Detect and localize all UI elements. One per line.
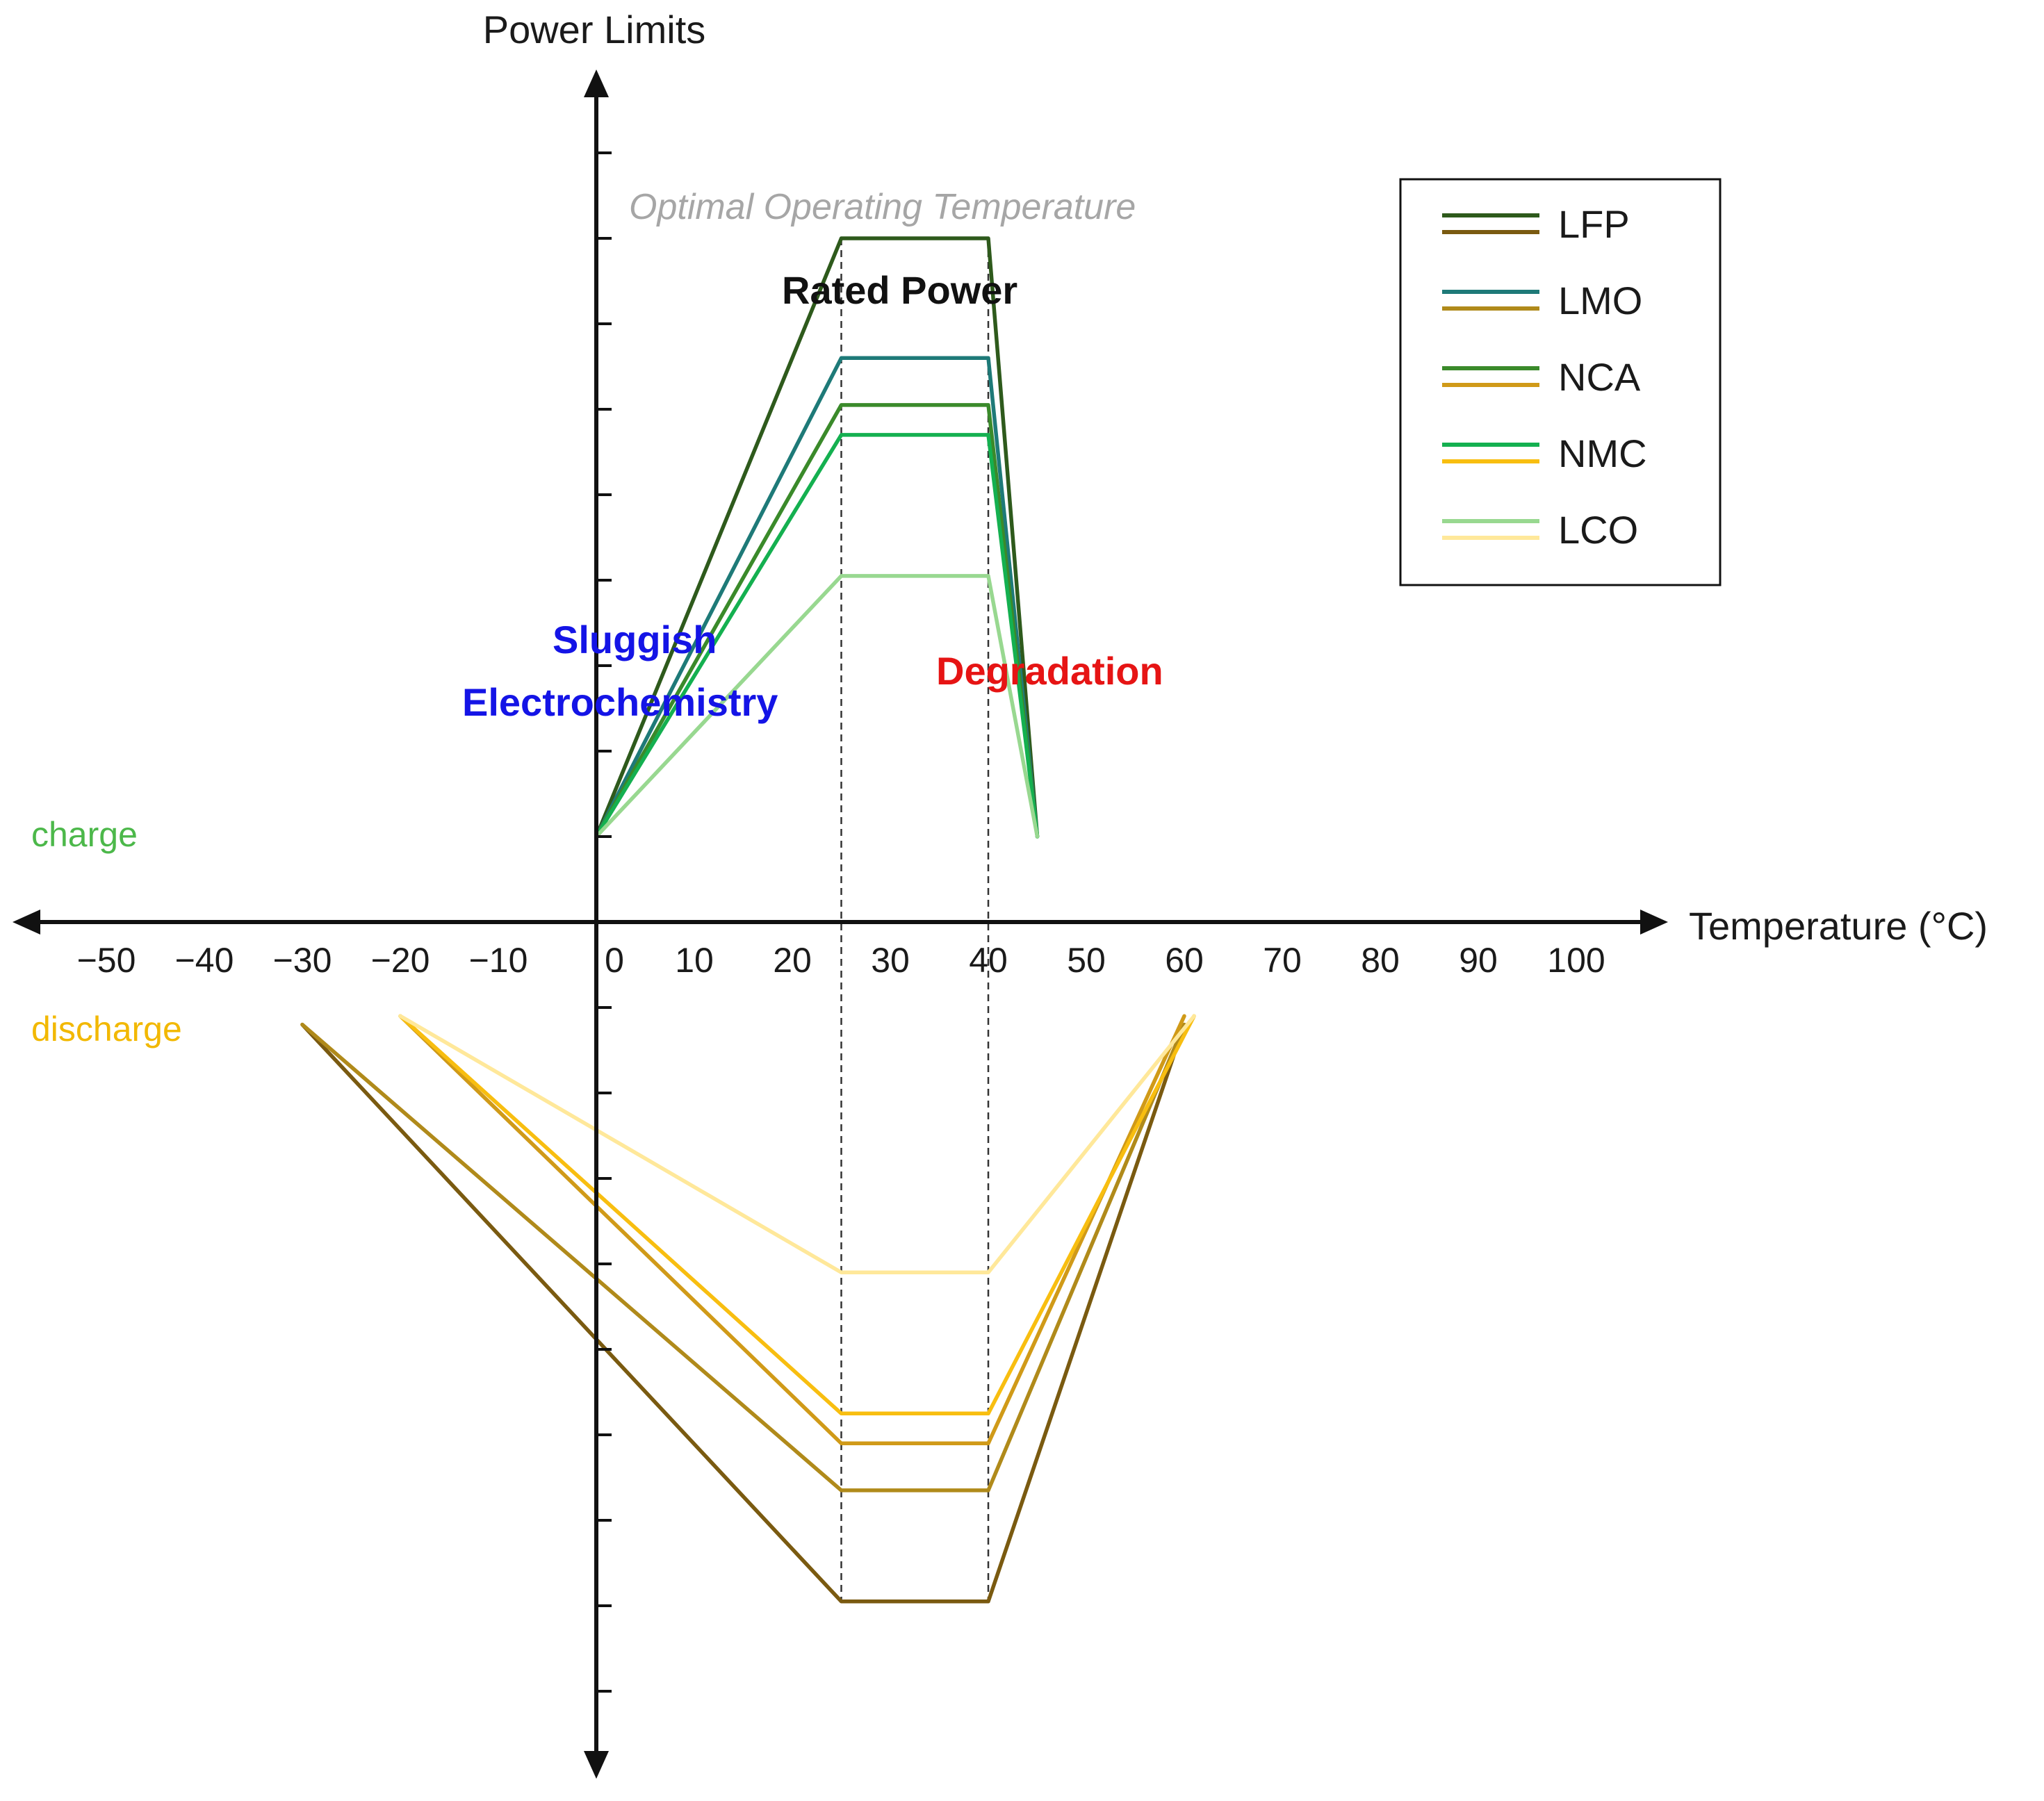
series-line-lco-charge: [594, 574, 1040, 839]
x-axis-arrow-left: [13, 910, 40, 935]
x-tick-label: 60: [1165, 941, 1204, 980]
x-tick-label: −10: [469, 941, 528, 980]
y-axis-arrow-bottom: [584, 1751, 609, 1779]
x-tick-label: 90: [1459, 941, 1498, 980]
series-layer: [300, 236, 1196, 1604]
x-tick-label: −50: [77, 941, 136, 980]
y-axis-arrow-top: [584, 69, 609, 97]
x-tick-label: −20: [371, 941, 430, 980]
x-tick-label: 50: [1067, 941, 1106, 980]
series-line-lfp-discharge: [300, 1022, 1186, 1604]
x-axis-title: Temperature (°C): [1689, 904, 1988, 948]
x-tick-label: 20: [773, 941, 812, 980]
discharge-label: discharge: [31, 1010, 182, 1048]
x-tick-label: 80: [1361, 941, 1400, 980]
x-tick-label: −30: [273, 941, 332, 980]
x-tick-label: 70: [1263, 941, 1302, 980]
series-line-lmo-discharge: [300, 1022, 1186, 1492]
axes: −50 −40 −30 −20 −10 0 10 20 30 40 50 60 70 80 90 100: [13, 69, 1668, 1779]
y-axis-title: Power Limits: [483, 8, 706, 51]
x-tick-label: 0: [605, 941, 624, 980]
legend-label-nca: NCA: [1558, 355, 1641, 399]
x-axis-arrow-right: [1640, 910, 1668, 935]
sluggish-annotation-line1: Sluggish: [553, 618, 717, 661]
optimal-temperature-annotation: Optimal Operating Temperature: [629, 187, 1136, 227]
sluggish-annotation-line2: Electrochemistry: [462, 680, 778, 724]
legend-label-lmo: LMO: [1558, 279, 1642, 322]
x-axis-tick-labels: −50 −40 −30 −20 −10 0 10 20 30 40 50 60 70 80 90 100: [77, 941, 1605, 980]
legend: LFP LMO NCA NMC LCO: [1399, 178, 1722, 586]
x-tick-label: −40: [175, 941, 234, 980]
legend-entries: LFP LMO NCA NMC LCO: [1442, 202, 1647, 552]
legend-label-nmc: NMC: [1558, 431, 1647, 475]
series-line-lmo-charge: [594, 356, 1040, 839]
x-tick-label: 40: [969, 941, 1008, 980]
optimal-range-guides: [840, 238, 990, 1602]
rated-power-annotation: Rated Power: [782, 268, 1017, 312]
charge-label: charge: [31, 815, 138, 854]
y-axis-ticks: [596, 151, 612, 1693]
series-line-nmc-charge: [594, 433, 1040, 839]
legend-label-lfp: LFP: [1558, 202, 1630, 246]
degradation-annotation: Degradation: [936, 649, 1163, 693]
legend-box: [1399, 178, 1722, 586]
series-line-nmc-discharge: [398, 1014, 1196, 1416]
series-line-lco-discharge: [398, 1014, 1196, 1275]
series-line-lfp-charge: [594, 236, 1040, 839]
x-tick-label: 100: [1547, 941, 1605, 980]
series-line-nca-discharge: [398, 1014, 1186, 1446]
x-tick-label: 30: [871, 941, 910, 980]
legend-label-lco: LCO: [1558, 508, 1638, 552]
x-tick-label: 10: [675, 941, 714, 980]
